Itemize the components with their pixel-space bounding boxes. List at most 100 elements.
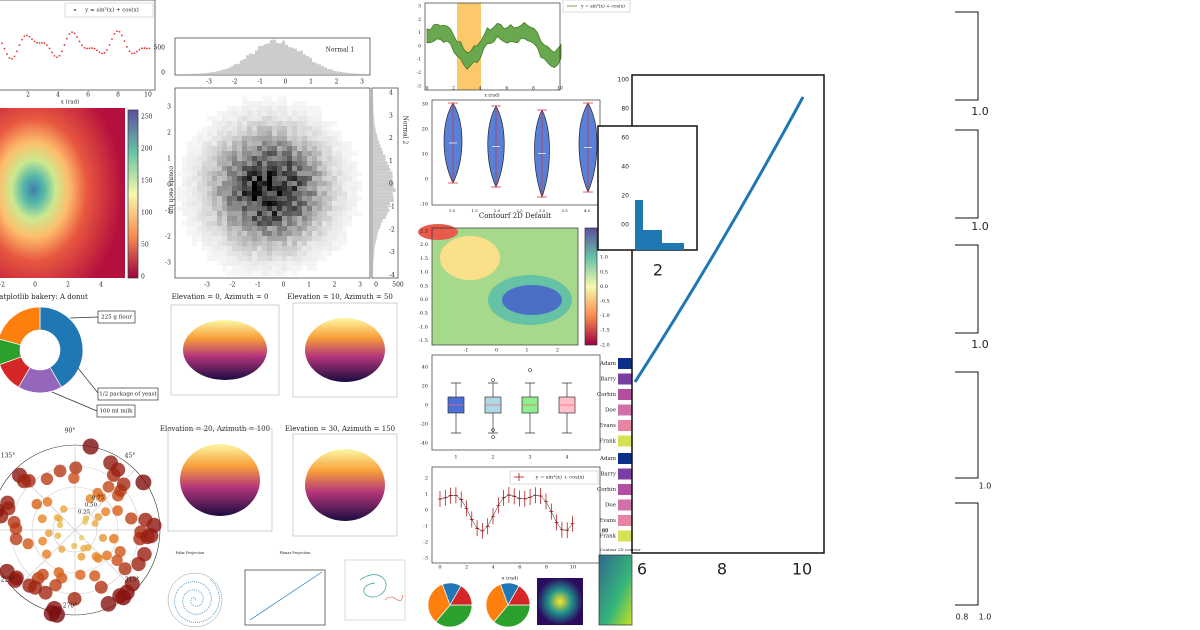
bin <box>307 176 312 181</box>
polar-point <box>78 535 85 541</box>
hist-bar <box>373 174 393 179</box>
tick-label: -1.0 <box>418 324 428 330</box>
bin <box>327 126 332 131</box>
bin <box>262 101 267 106</box>
bin <box>292 146 297 151</box>
bin <box>317 236 322 241</box>
polar-point <box>38 536 48 546</box>
bin <box>327 141 332 146</box>
bin <box>197 196 202 201</box>
bin <box>327 186 332 191</box>
bin <box>317 186 322 191</box>
tick-label: 0 <box>495 348 498 354</box>
polar-point <box>56 521 64 529</box>
bin <box>302 106 307 111</box>
bin <box>277 161 282 166</box>
bin <box>202 241 207 246</box>
polar-point <box>94 513 103 521</box>
bin <box>202 201 207 206</box>
bin <box>267 211 272 216</box>
bin <box>287 216 292 221</box>
tick-label: 4 <box>565 455 568 461</box>
bin <box>312 261 317 266</box>
bin <box>282 131 287 136</box>
bin <box>227 251 232 256</box>
bin <box>337 161 342 166</box>
bin <box>207 216 212 221</box>
bin <box>282 171 287 176</box>
bin <box>307 201 312 206</box>
bin <box>267 261 272 266</box>
thumb-axes <box>244 569 326 626</box>
wedge <box>0 356 31 388</box>
bin <box>322 126 327 131</box>
bin <box>257 196 262 201</box>
axes <box>174 37 371 76</box>
bin <box>232 266 237 271</box>
bin <box>232 166 237 171</box>
bar <box>618 420 632 431</box>
bin <box>187 151 192 156</box>
bin <box>312 126 317 131</box>
legend <box>509 470 599 485</box>
bin <box>242 206 247 211</box>
tick-label: 1 <box>309 79 313 86</box>
bar <box>618 435 632 447</box>
tick-label: 40 <box>422 365 428 371</box>
bin <box>227 126 232 131</box>
bin <box>272 241 277 246</box>
bin <box>252 171 257 176</box>
tick-label: 6 <box>86 92 90 99</box>
bin <box>247 266 252 271</box>
bin <box>242 226 247 231</box>
line <box>633 96 805 383</box>
bin <box>262 186 267 191</box>
dot <box>1 42 3 45</box>
bin <box>237 161 242 166</box>
hist-bar <box>373 236 377 240</box>
label: Doe <box>605 408 616 414</box>
polar-point <box>116 477 131 491</box>
bin <box>237 106 242 111</box>
tick-label: 0 <box>438 565 441 571</box>
bin <box>197 231 202 236</box>
bin <box>257 186 262 191</box>
bin <box>302 251 307 256</box>
wedge <box>427 583 451 623</box>
bin <box>242 171 247 176</box>
bin <box>207 201 212 206</box>
bin <box>267 256 272 261</box>
polar-point <box>22 538 34 550</box>
bin <box>312 201 317 206</box>
bar <box>618 373 632 385</box>
bin <box>207 131 212 136</box>
bin <box>317 231 322 236</box>
bin <box>297 236 302 241</box>
tick-label: -3 <box>204 282 210 289</box>
bin <box>292 261 297 266</box>
label: Adam <box>599 456 617 462</box>
bin <box>307 261 312 266</box>
bin <box>312 111 317 116</box>
bin <box>252 101 257 106</box>
bin <box>247 166 252 171</box>
bin <box>277 111 282 116</box>
bin <box>222 156 227 161</box>
bin <box>327 201 332 206</box>
bin <box>252 256 257 261</box>
bin <box>342 216 347 221</box>
label: x (rad) <box>484 92 499 99</box>
bin <box>292 271 297 276</box>
bin <box>207 166 212 171</box>
bin <box>287 111 292 116</box>
bin <box>307 151 312 156</box>
bin <box>307 126 312 131</box>
bin <box>237 246 242 251</box>
bin <box>257 176 262 181</box>
bin <box>297 246 302 251</box>
label: 1.0 <box>971 105 989 118</box>
bin <box>287 251 292 256</box>
hist-bar <box>373 253 374 257</box>
hist-bar <box>303 54 306 74</box>
bin <box>232 186 237 191</box>
